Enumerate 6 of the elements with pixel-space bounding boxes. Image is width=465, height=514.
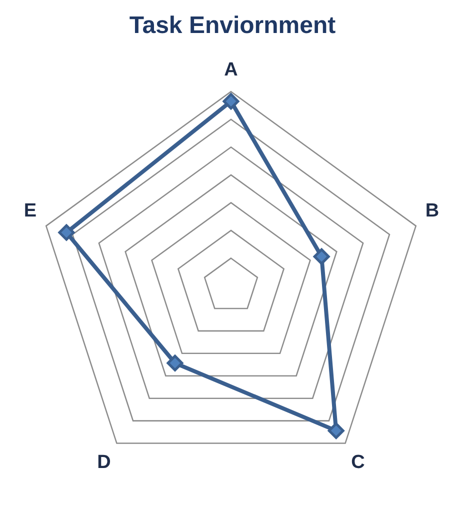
spoke-label: E — [24, 200, 37, 222]
spoke-label: B — [425, 200, 440, 222]
spoke-label: D — [97, 452, 111, 473]
spoke-label: C — [351, 452, 366, 473]
spoke-label: A — [224, 59, 238, 80]
chart-title: Task Enviornment — [129, 12, 336, 40]
